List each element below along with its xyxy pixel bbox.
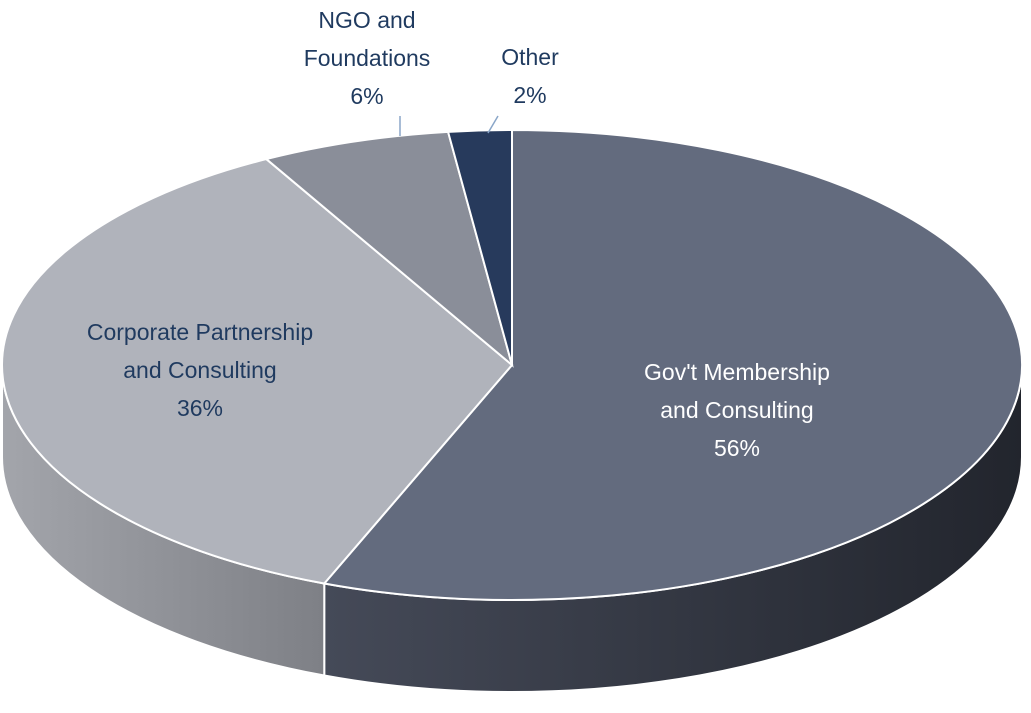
data-label: Gov't Membership and Consulting 56% [622, 353, 852, 467]
data-label: Other 2% [485, 38, 575, 114]
data-label: NGO and Foundations 6% [287, 1, 447, 115]
value-label: 2% [513, 82, 547, 108]
value-label: 6% [350, 83, 384, 109]
pie-slice [322, 128, 1023, 601]
pie-slice [264, 130, 514, 368]
pie-slice [1, 157, 514, 585]
category-label: Other [501, 44, 559, 70]
data-label: Corporate Partnership and Consulting 36% [85, 313, 315, 427]
value-label: 56% [713, 435, 761, 461]
leader-line [487, 115, 499, 134]
category-label: NGO and Foundations [303, 7, 431, 71]
category-label: Gov't Membership and Consulting [644, 359, 830, 423]
pie-tops [1, 128, 1023, 601]
value-label: 36% [176, 395, 224, 421]
category-label: Corporate Partnership and Consulting [86, 319, 314, 383]
pie-slice [446, 128, 513, 366]
